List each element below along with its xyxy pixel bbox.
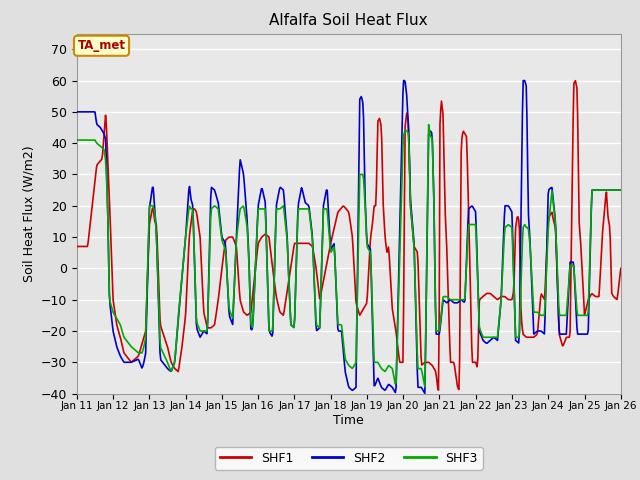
- Title: Alfalfa Soil Heat Flux: Alfalfa Soil Heat Flux: [269, 13, 428, 28]
- SHF2: [139, 364, 147, 370]
- Text: TA_met: TA_met: [77, 39, 125, 52]
- SHF2: [421, 391, 429, 396]
- SHF3: [415, 366, 422, 372]
- SHF2: [433, 331, 440, 337]
- SHF3: [73, 137, 81, 143]
- SHF2: [73, 109, 81, 115]
- SHF3: [617, 187, 625, 193]
- SHF2: [83, 109, 90, 115]
- SHF1: [139, 339, 147, 345]
- SHF2: [194, 328, 202, 334]
- SHF1: [431, 367, 438, 372]
- Line: SHF2: SHF2: [77, 81, 621, 394]
- SHF2: [400, 78, 408, 84]
- SHF3: [425, 122, 433, 128]
- SHF3: [194, 322, 202, 328]
- Legend: SHF1, SHF2, SHF3: SHF1, SHF2, SHF3: [214, 447, 483, 469]
- SHF1: [415, 283, 422, 289]
- Line: SHF1: SHF1: [77, 81, 621, 390]
- SHF1: [73, 243, 81, 249]
- SHF3: [223, 265, 230, 271]
- SHF2: [223, 263, 230, 268]
- SHF3: [421, 384, 429, 390]
- Y-axis label: Soil Heat Flux (W/m2): Soil Heat Flux (W/m2): [22, 145, 35, 282]
- X-axis label: Time: Time: [333, 414, 364, 427]
- SHF3: [433, 328, 440, 334]
- SHF3: [139, 348, 147, 354]
- SHF2: [416, 384, 424, 390]
- SHF1: [83, 243, 90, 249]
- SHF1: [194, 219, 202, 225]
- SHF1: [572, 78, 579, 84]
- SHF1: [617, 265, 625, 271]
- Line: SHF3: SHF3: [77, 125, 621, 387]
- SHF3: [83, 137, 90, 143]
- SHF2: [617, 187, 625, 193]
- SHF1: [435, 387, 442, 393]
- SHF1: [223, 236, 230, 242]
